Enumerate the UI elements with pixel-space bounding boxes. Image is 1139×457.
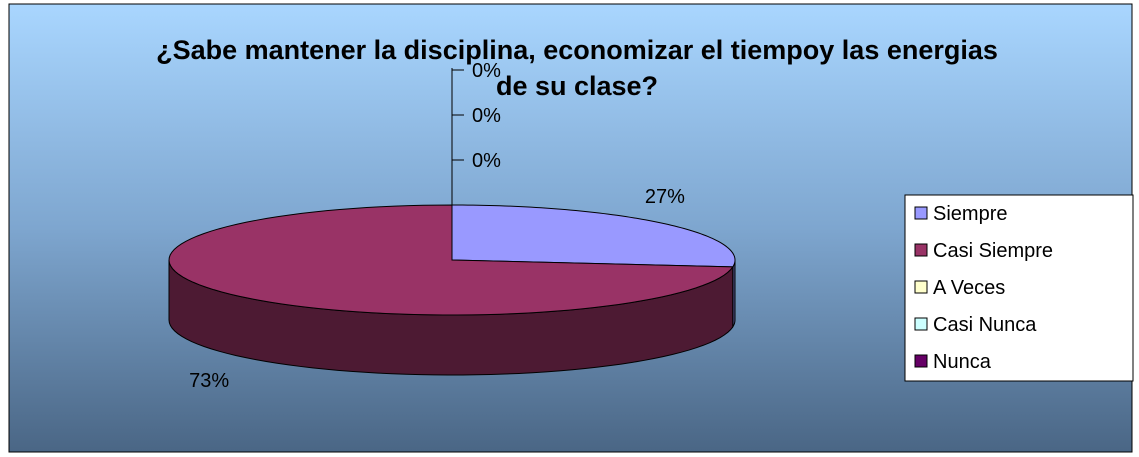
data-label: 0% (472, 105, 501, 127)
pie (168, 204, 736, 376)
legend-swatch (914, 206, 928, 220)
legend-box (904, 194, 1134, 382)
legend-swatch (914, 243, 928, 257)
legend-label: A Veces (933, 277, 1005, 299)
data-label: 0% (472, 60, 501, 82)
legend: Siempre Casi Siempre A Veces Casi Nunca Nunc… (914, 203, 1053, 373)
chart-title: ¿Sabe mantener la disciplina, economizar… (156, 35, 998, 101)
legend-label: Siempre (933, 203, 1007, 225)
data-label: 27% (645, 186, 685, 208)
legend-swatch (914, 354, 928, 368)
legend-label: Casi Siempre (933, 240, 1053, 262)
legend-label: Casi Nunca (933, 314, 1037, 336)
slice (168, 204, 734, 316)
data-labels: 27% 73% 0% 0% 0% (189, 60, 685, 392)
data-label: 73% (189, 370, 229, 392)
legend-swatch (914, 317, 928, 331)
legend-label: Nunca (933, 351, 992, 373)
slice (451, 204, 736, 268)
data-label: 0% (472, 150, 501, 172)
legend-swatch (914, 280, 928, 294)
